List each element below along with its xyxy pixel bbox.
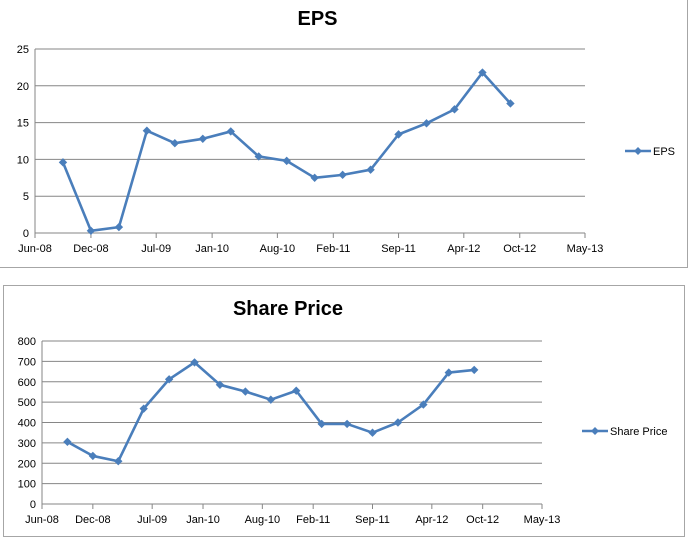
- share-price-series-line: [66, 361, 475, 463]
- eps-x-tick-label: Jun-08: [18, 243, 52, 255]
- share-price-x-tick-label: Jan-10: [186, 514, 220, 526]
- eps-data-point: [338, 170, 347, 180]
- share-price-chart-title: Share Price: [232, 298, 344, 320]
- eps-data-point: [478, 68, 487, 77]
- eps-y-tick-label: 5: [23, 191, 29, 203]
- eps-data-point: [422, 119, 431, 128]
- share-price-chart-panel: Share Price 0 100 200 300 400 500 600 700 800 Jun…: [3, 285, 685, 537]
- eps-data-point: [282, 156, 291, 166]
- eps-data-point: [198, 134, 207, 143]
- share-price-data-point: [342, 419, 352, 429]
- eps-data-point: [506, 99, 515, 108]
- share-price-y-tick-label: 700: [18, 356, 36, 368]
- share-price-y-tick-label: 500: [18, 397, 36, 409]
- eps-data-point: [310, 173, 319, 182]
- share-price-data-point: [215, 380, 225, 390]
- share-price-y-tick-label: 800: [18, 336, 36, 348]
- eps-data-point: [58, 158, 68, 167]
- eps-chart-svg: 0 5 10 15 20 25 Jun-08 Dec-08 Jul-09 Jan-10 Aug-10…: [17, 44, 675, 255]
- eps-data-point: [394, 130, 403, 139]
- share-price-legend-label: Share Price: [610, 426, 667, 438]
- eps-x-tick-label: Feb-11: [316, 243, 350, 255]
- share-price-x-tick-label: Apr-12: [415, 514, 448, 526]
- share-price-data-point: [266, 395, 276, 404]
- share-price-data-point: [317, 419, 326, 429]
- share-price-data-point: [444, 368, 453, 377]
- share-price-x-tick-label: Aug-10: [245, 514, 280, 526]
- share-price-legend-marker: [591, 427, 599, 435]
- share-price-x-tick-label: Oct-12: [466, 514, 499, 526]
- share-price-x-tick-label: Jun-08: [25, 514, 59, 526]
- share-price-data-point: [139, 404, 148, 413]
- eps-data-point: [450, 105, 459, 114]
- eps-x-tick-label: Jan-10: [195, 243, 229, 255]
- eps-legend-marker: [634, 147, 642, 155]
- share-price-y-tick-label: 0: [30, 499, 36, 511]
- share-price-data-point: [368, 428, 377, 437]
- eps-data-point: [170, 139, 180, 148]
- eps-y-tick-label: 25: [17, 44, 29, 56]
- eps-data-point: [226, 127, 235, 136]
- eps-data-point: [254, 152, 263, 161]
- share-price-chart-svg: 0 100 200 300 400 500 600 700 800 Jun-08 Dec-08 Jul…: [18, 336, 668, 526]
- share-price-data-point: [470, 365, 479, 375]
- share-price-x-tick-label: Dec-08: [75, 514, 110, 526]
- share-price-data-point: [393, 418, 403, 427]
- eps-chart-title: EPS: [297, 8, 338, 30]
- share-price-y-tick-label: 200: [18, 458, 36, 470]
- eps-x-tick-label: Aug-10: [260, 243, 295, 255]
- share-price-data-point: [419, 400, 428, 409]
- share-price-x-tick-label: Jul-09: [137, 514, 167, 526]
- eps-series-line: [61, 71, 512, 233]
- share-price-data-point: [63, 437, 72, 447]
- share-price-y-tick-label: 100: [18, 479, 36, 491]
- eps-x-tick-label: Dec-08: [73, 243, 108, 255]
- share-price-x-tick-label: May-13: [524, 514, 561, 526]
- eps-y-tick-label: 10: [17, 154, 29, 166]
- eps-chart-panel: EPS 0 5 10 15 20 25 Jun-08 Dec-08 Jul-09 Jan-10 Au…: [0, 0, 688, 268]
- share-price-y-tick-label: 400: [18, 418, 36, 430]
- share-price-x-tick-label: Sep-11: [355, 514, 390, 526]
- eps-y-tick-label: 15: [17, 118, 29, 130]
- eps-x-tick-label: Oct-12: [503, 243, 536, 255]
- share-price-data-point: [241, 387, 250, 396]
- eps-x-tick-label: May-13: [567, 243, 604, 255]
- share-price-y-tick-label: 300: [18, 438, 36, 450]
- eps-y-tick-label: 0: [23, 228, 29, 240]
- eps-data-point: [86, 226, 96, 235]
- eps-data-point: [114, 222, 124, 232]
- eps-x-tick-label: Apr-12: [447, 243, 480, 255]
- share-price-data-point: [88, 451, 98, 461]
- share-price-data-point: [114, 457, 123, 466]
- eps-x-tick-label: Sep-11: [381, 243, 416, 255]
- share-price-data-point: [292, 386, 301, 395]
- share-price-y-tick-label: 600: [18, 377, 36, 389]
- share-price-x-tick-label: Feb-11: [296, 514, 330, 526]
- share-price-data-point: [164, 375, 174, 384]
- eps-data-point: [142, 126, 152, 135]
- eps-legend-label: EPS: [653, 146, 675, 158]
- eps-data-point: [366, 165, 375, 174]
- share-price-data-point: [190, 358, 199, 367]
- eps-y-tick-label: 20: [17, 81, 29, 93]
- eps-x-tick-label: Jul-09: [141, 243, 171, 255]
